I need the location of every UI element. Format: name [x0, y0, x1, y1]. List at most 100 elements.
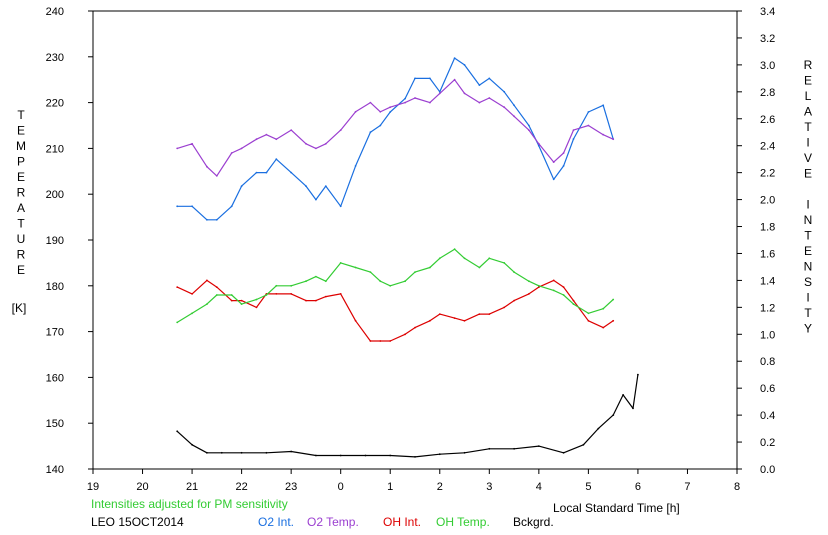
y-right-title-letter: E [804, 244, 812, 258]
data-point-oh-temp [215, 294, 218, 296]
data-point-oh-int [240, 299, 243, 302]
data-point-bckgrd [582, 443, 585, 446]
data-point-oh-temp [602, 307, 605, 310]
data-point-oh-int [478, 313, 481, 315]
data-point-oh-temp [324, 280, 327, 283]
data-point-oh-int [562, 286, 565, 288]
y-right-title-letter: E [804, 74, 812, 88]
data-point-bckgrd [290, 450, 293, 453]
data-point-o2-int [572, 138, 575, 140]
data-point-oh-int [404, 333, 406, 336]
data-point-bckgrd [414, 456, 416, 458]
data-point-o2-temp [513, 115, 515, 118]
data-point-oh-temp [503, 262, 506, 264]
data-point-oh-temp [438, 257, 441, 260]
data-point-o2-temp [552, 161, 555, 164]
data-point-o2-temp [275, 138, 278, 141]
station-label: LEO 15OCT2014 [91, 515, 184, 529]
data-point-oh-int [191, 293, 194, 295]
y-right-tick-label: 1.4 [760, 275, 775, 287]
y-left-unit: [K] [12, 301, 27, 315]
data-point-oh-temp [354, 266, 357, 269]
y-right-tick-label: 2.6 [760, 114, 775, 126]
y-left-tick-label: 170 [46, 327, 64, 339]
data-point-oh-int [429, 319, 431, 322]
y-right-title-letter: T [804, 120, 812, 134]
data-point-o2-int [389, 111, 392, 113]
data-point-o2-temp [429, 101, 431, 104]
data-point-o2-int [552, 178, 555, 181]
data-point-o2-int [290, 171, 293, 174]
y-right-title-letter: I [806, 136, 809, 150]
y-right-title-letter: L [805, 89, 812, 103]
data-point-oh-temp [305, 280, 307, 283]
data-point-oh-temp [339, 262, 342, 264]
y-right-tick-label: 1.2 [760, 302, 775, 314]
data-point-oh-temp [528, 280, 530, 283]
legend-bckgrd: Bckgrd. [513, 515, 554, 529]
y-right-tick-label: 0.2 [760, 437, 775, 449]
data-point-o2-temp [438, 92, 441, 95]
data-point-o2-int [463, 64, 466, 66]
data-point-oh-temp [191, 312, 194, 315]
data-point-oh-int [612, 319, 615, 322]
y-left-title-letter: E [17, 170, 25, 184]
data-point-o2-temp [414, 97, 416, 99]
data-point-oh-int [572, 299, 575, 302]
data-point-bckgrd [176, 430, 179, 433]
data-point-o2-int [414, 77, 416, 80]
data-point-oh-temp [453, 248, 456, 251]
data-point-o2-temp [265, 133, 268, 136]
x-tick-label: 4 [536, 481, 542, 493]
y-right-tick-label: 1.8 [760, 222, 775, 234]
data-point-o2-temp [612, 138, 615, 141]
data-point-o2-int [369, 131, 372, 134]
data-point-oh-temp [463, 257, 466, 260]
axis-layer: 19 20 21 22 23 0 1 2 3 4 5 6 7 8140150160170180190200… [12, 6, 813, 493]
data-point-oh-int [463, 319, 466, 322]
data-point-oh-temp [552, 289, 555, 292]
data-point-o2-temp [315, 147, 317, 150]
data-point-bckgrd [513, 447, 515, 450]
series-line-o2-int [177, 57, 614, 221]
y-right-title-letter: T [804, 306, 812, 320]
x-tick-label: 1 [387, 481, 393, 493]
data-point-o2-temp [587, 124, 590, 127]
data-point-oh-int [230, 299, 233, 302]
data-point-o2-temp [503, 106, 506, 109]
data-point-o2-int [315, 198, 317, 201]
data-point-o2-int [324, 185, 327, 188]
legend-oh-temp: OH Temp. [436, 515, 490, 529]
data-point-o2-temp [206, 165, 208, 168]
data-point-oh-int [389, 340, 392, 342]
x-tick-label: 19 [87, 481, 99, 493]
data-point-oh-int [503, 306, 506, 309]
data-point-o2-temp [537, 142, 540, 145]
data-point-o2-int [176, 205, 179, 208]
x-axis-title: Local Standard Time [h] [553, 501, 680, 515]
data-point-o2-int [230, 205, 233, 208]
data-point-oh-temp [240, 303, 243, 305]
y-right-tick-label: 2.8 [760, 87, 775, 99]
data-point-oh-temp [290, 284, 293, 287]
y-right-tick-label: 0.4 [760, 410, 775, 422]
data-point-o2-temp [230, 152, 233, 154]
data-point-oh-temp [537, 284, 540, 287]
y-right-tick-label: 0.6 [760, 383, 775, 395]
data-point-oh-temp [478, 266, 481, 269]
y-left-title-letter: T [17, 108, 25, 122]
legend-oh-int: OH Int. [383, 515, 422, 529]
data-point-oh-temp [429, 266, 431, 269]
data-point-oh-int [453, 317, 456, 319]
data-point-oh-temp [206, 303, 208, 305]
data-point-o2-temp [176, 147, 179, 150]
data-point-bckgrd [315, 454, 317, 457]
data-point-o2-int [587, 111, 590, 113]
data-point-oh-int [602, 326, 605, 329]
data-point-oh-temp [275, 284, 278, 287]
data-point-o2-temp [191, 142, 194, 145]
data-point-oh-int [215, 286, 218, 288]
y-right-tick-label: 3.2 [760, 33, 775, 45]
data-point-o2-temp [572, 129, 575, 132]
